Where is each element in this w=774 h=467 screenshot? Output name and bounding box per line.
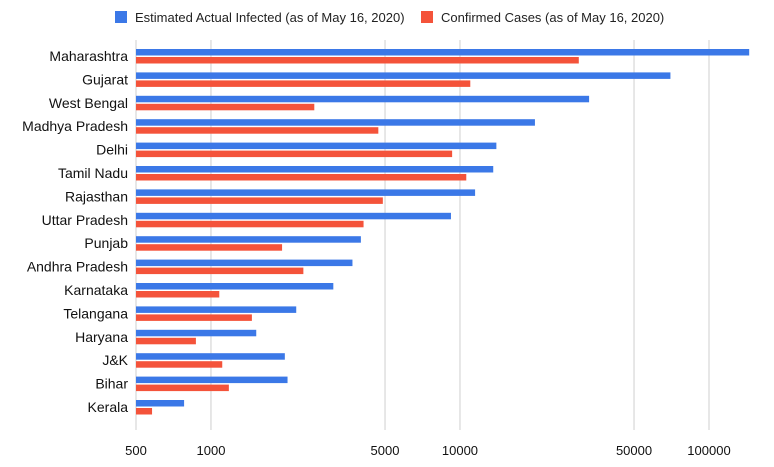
x-tick-label: 100000	[687, 443, 730, 458]
category-label: Karnataka	[64, 282, 128, 298]
x-tick-label: 500	[125, 443, 147, 458]
bar-estimated	[136, 72, 671, 79]
bar-confirmed	[136, 361, 223, 368]
legend-swatch-1	[421, 11, 433, 23]
category-label: Maharashtra	[49, 48, 128, 64]
bar-confirmed	[136, 197, 383, 204]
category-label: Telangana	[63, 305, 128, 321]
bar-confirmed	[136, 244, 283, 251]
bar-confirmed	[136, 174, 467, 181]
category-label: Uttar Pradesh	[42, 212, 128, 228]
bar-confirmed	[136, 127, 379, 134]
category-label: Tamil Nadu	[58, 165, 128, 181]
bar-estimated	[136, 236, 361, 243]
bar-estimated	[136, 49, 750, 56]
bar-confirmed	[136, 291, 220, 298]
bar-estimated	[136, 329, 257, 337]
x-tick-label: 5000	[371, 443, 400, 458]
category-label: Bihar	[95, 376, 128, 392]
bar-estimated	[136, 353, 285, 360]
bar-estimated	[136, 189, 476, 196]
category-label: Rajasthan	[65, 188, 128, 204]
category-label: Haryana	[75, 329, 128, 345]
category-label: Delhi	[96, 142, 128, 158]
bar-estimated	[136, 95, 590, 103]
bar-estimated	[136, 142, 497, 150]
bar-estimated	[136, 376, 288, 384]
bar-estimated	[136, 119, 535, 126]
bar-confirmed	[136, 80, 471, 87]
category-label: Madhya Pradesh	[22, 118, 128, 134]
legend-label-0: Estimated Actual Infected (as of May 16,…	[135, 10, 405, 25]
category-label: Kerala	[88, 399, 129, 415]
category-label: Andhra Pradesh	[27, 259, 128, 275]
x-tick-label: 1000	[197, 443, 226, 458]
bar-estimated	[136, 283, 334, 290]
category-label: Gujarat	[82, 71, 128, 87]
bar-estimated	[136, 259, 353, 267]
legend-swatch-0	[115, 11, 127, 23]
x-tick-label: 50000	[616, 443, 652, 458]
bar-confirmed	[136, 267, 304, 275]
x-tick-label: 10000	[442, 443, 478, 458]
bar-confirmed	[136, 103, 315, 111]
category-labels: Maharashtra Gujarat West Bengal Madhya Prad…	[22, 48, 128, 415]
category-label: J&K	[102, 352, 128, 368]
bar-estimated	[136, 212, 451, 220]
category-label: Punjab	[84, 235, 128, 251]
bar-estimated	[136, 400, 185, 407]
legend: Estimated Actual Infected (as of May 16,…	[115, 10, 664, 25]
x-axis-tick-labels: 500 1000 5000 10000 50000 100000	[125, 443, 731, 458]
legend-label-1: Confirmed Cases (as of May 16, 2020)	[441, 10, 664, 25]
bar-confirmed	[136, 220, 364, 228]
bar-confirmed	[136, 408, 153, 415]
bar-confirmed	[136, 314, 252, 321]
bar-estimated	[136, 306, 297, 313]
bar-confirmed	[136, 337, 196, 345]
category-label: West Bengal	[49, 95, 128, 111]
bar-confirmed	[136, 384, 229, 392]
bar-estimated	[136, 166, 494, 173]
bar-confirmed	[136, 57, 579, 64]
bar-confirmed	[136, 150, 453, 158]
bars	[136, 49, 750, 415]
